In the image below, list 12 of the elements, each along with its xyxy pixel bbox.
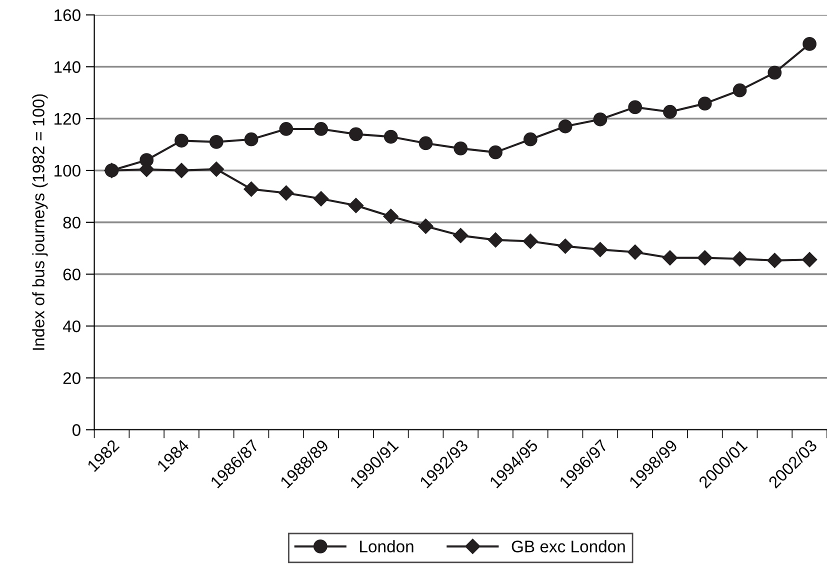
legend-label: London — [360, 540, 414, 552]
y-tick-label: 40 — [62, 320, 80, 332]
y-tick-label: 20 — [63, 372, 80, 384]
y-tick-label: 160 — [54, 9, 80, 22]
y-tick-label: 140 — [54, 61, 80, 73]
legend-label: GB exc London — [512, 540, 625, 552]
y-tick-label: 60 — [63, 268, 80, 280]
y-tick-label: 0 — [72, 424, 80, 436]
y-tick-label: 100 — [54, 164, 80, 177]
y-axis-title: Index of bus journeys (1982 = 100) — [32, 94, 48, 350]
y-tick-label: 80 — [63, 216, 80, 229]
y-tick-label: 120 — [54, 113, 80, 125]
